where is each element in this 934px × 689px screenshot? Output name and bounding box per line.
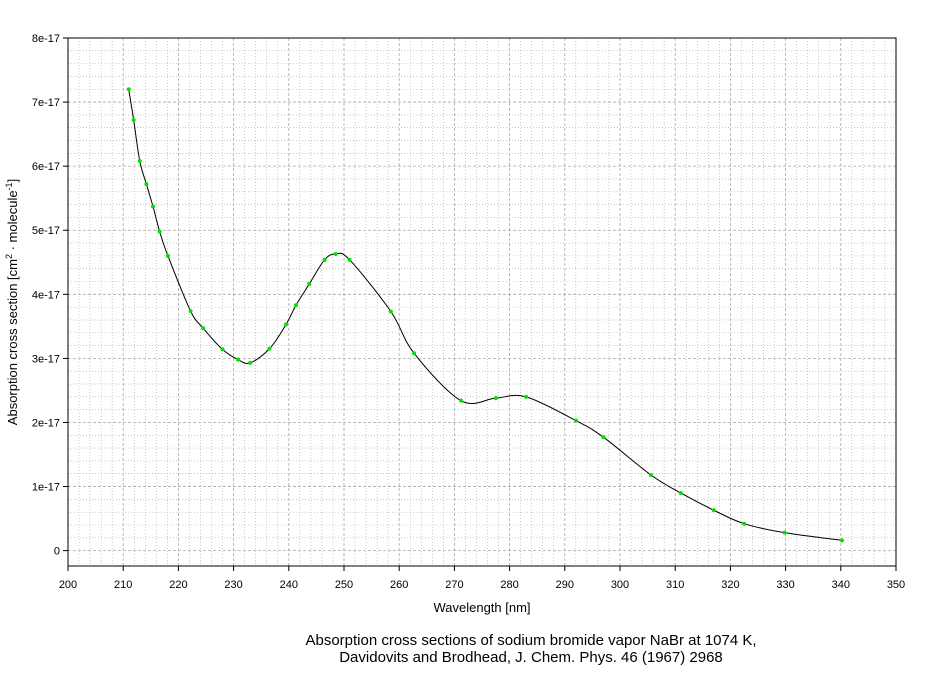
caption-line-1: Absorption cross sections of sodium brom… <box>305 632 757 649</box>
data-point <box>126 87 131 92</box>
x-tick-label: 350 <box>887 579 905 591</box>
y-tick-label: 5e-17 <box>32 225 60 237</box>
x-axis-ticks: 200 210 220 230 240 250 260 270 280 290 300 310 320 3… <box>59 566 905 591</box>
data-point <box>524 394 529 399</box>
data-point <box>151 204 156 209</box>
data-point <box>412 351 417 356</box>
data-point <box>157 229 162 234</box>
y-tick-label: 3e-17 <box>32 353 60 365</box>
y-tick-label: 4e-17 <box>32 289 60 301</box>
figure-caption: Absorption cross sections of sodium brom… <box>0 632 934 666</box>
data-point <box>144 182 149 187</box>
y-axis-label: Absorption cross section [cm2 · molecule… <box>4 179 20 425</box>
data-point <box>601 435 606 440</box>
x-tick-label: 220 <box>169 579 187 591</box>
x-tick-label: 230 <box>224 579 242 591</box>
data-point <box>307 282 312 287</box>
data-point <box>742 521 747 526</box>
x-tick-label: 320 <box>721 579 739 591</box>
data-point <box>711 508 716 513</box>
data-point <box>137 159 142 164</box>
x-tick-label: 330 <box>776 579 794 591</box>
data-point <box>573 418 578 423</box>
x-tick-label: 270 <box>445 579 463 591</box>
data-point <box>201 326 206 331</box>
data-point <box>322 257 327 262</box>
x-tick-label: 340 <box>832 579 850 591</box>
y-tick-label: 1e-17 <box>32 482 60 494</box>
data-point <box>648 473 653 478</box>
plot-frame <box>67 37 897 567</box>
data-point <box>839 538 844 543</box>
data-point <box>493 396 498 401</box>
axes <box>67 37 897 567</box>
y-tick-label: 6e-17 <box>32 161 60 173</box>
x-tick-label: 200 <box>59 579 77 591</box>
data-point <box>248 360 253 365</box>
y-tick-label: 2e-17 <box>32 417 60 429</box>
y-tick-label: 0 <box>54 546 60 558</box>
x-tick-label: 250 <box>335 579 353 591</box>
data-point <box>678 490 683 495</box>
x-tick-label: 310 <box>666 579 684 591</box>
x-tick-label: 260 <box>390 579 408 591</box>
data-point <box>267 346 272 351</box>
series-line <box>128 89 842 541</box>
data-point <box>333 251 338 256</box>
data-point <box>347 257 352 262</box>
y-axis-ticks: 0 1e-17 2e-17 3e-17 4e-17 5e-17 6e-17 7e-17 8e-1… <box>32 33 68 558</box>
series-markers <box>126 87 844 543</box>
data-point <box>236 357 241 362</box>
data-point <box>188 308 193 313</box>
x-tick-label: 290 <box>556 579 574 591</box>
grid <box>67 37 897 566</box>
data-point <box>220 347 225 352</box>
data-point <box>782 530 787 535</box>
chart: 200 210 220 230 240 250 260 270 280 290 300 310 320 3… <box>4 33 905 615</box>
x-tick-label: 210 <box>114 579 132 591</box>
caption-line-2: Davidovits and Brodhead, J. Chem. Phys. … <box>339 649 723 666</box>
x-tick-label: 300 <box>611 579 629 591</box>
data-point <box>165 253 170 258</box>
data-point <box>388 309 393 314</box>
data-point <box>284 322 289 327</box>
plot-background <box>68 38 896 566</box>
y-tick-label: 7e-17 <box>32 97 60 109</box>
x-tick-label: 240 <box>280 579 298 591</box>
data-point <box>293 303 298 308</box>
data-point <box>131 118 136 123</box>
data-point <box>459 398 464 403</box>
x-tick-label: 280 <box>500 579 518 591</box>
y-tick-label: 8e-17 <box>32 33 60 45</box>
x-axis-label: Wavelength [nm] <box>433 600 530 615</box>
